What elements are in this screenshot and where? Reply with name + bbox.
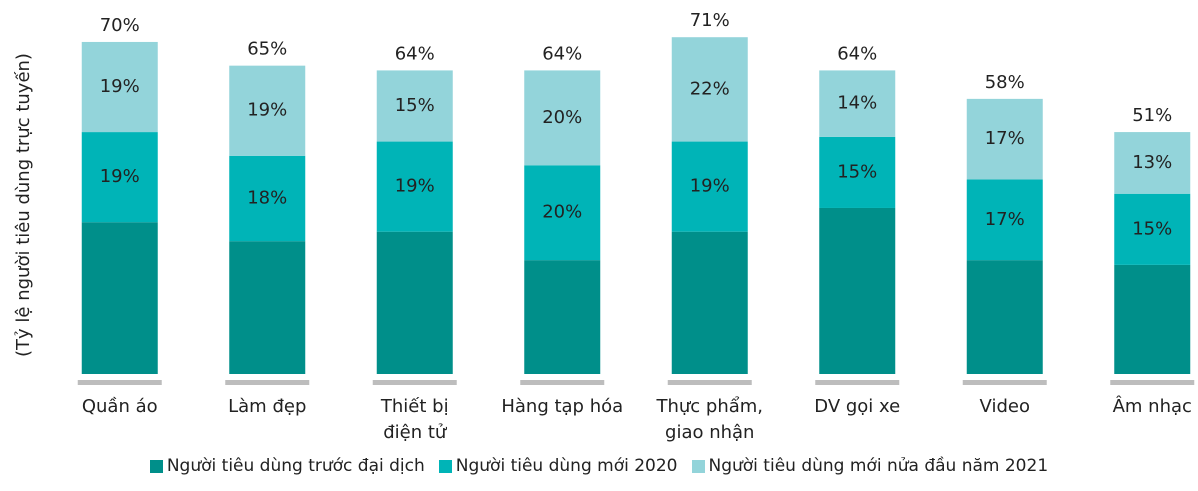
total-label: 71% <box>690 10 730 31</box>
segment-label: 19% <box>100 166 140 187</box>
x-tick-label: DV gọi xe <box>814 396 901 417</box>
total-label: 51% <box>1132 105 1172 126</box>
baseline-stub <box>77 380 162 385</box>
segment-label: 19% <box>100 76 140 97</box>
legend-swatch <box>438 459 452 473</box>
legend-swatch <box>149 459 163 473</box>
bar-segment <box>376 231 453 374</box>
segment-label: 19% <box>395 176 435 197</box>
bar-segment <box>819 136 896 208</box>
baseline-stub <box>667 380 752 385</box>
bar-segment <box>229 155 306 242</box>
baseline-stub <box>962 380 1047 385</box>
total-label: 64% <box>395 43 435 64</box>
bar-segment <box>819 70 896 137</box>
x-tick-label: Video <box>979 396 1030 417</box>
bar-segment <box>671 141 748 232</box>
segment-label: 13% <box>1132 152 1172 173</box>
legend-swatch <box>691 459 705 473</box>
total-label: 70% <box>100 15 140 36</box>
bar-segment <box>1114 193 1191 265</box>
baseline-stub <box>1110 380 1195 385</box>
baseline-stub <box>815 380 900 385</box>
bar-segment <box>524 165 601 261</box>
baseline-stub <box>520 380 605 385</box>
segment-label: 20% <box>542 202 582 223</box>
legend: Người tiêu dùng trước đại dịch Người tiêu… <box>0 456 1198 476</box>
total-label: 64% <box>837 43 877 64</box>
segment-label: 20% <box>542 107 582 128</box>
segment-label: 22% <box>690 78 730 99</box>
bar-segment <box>229 65 306 156</box>
segment-label: 18% <box>247 187 287 208</box>
bar-segment <box>966 179 1043 261</box>
segment-label: 19% <box>690 176 730 197</box>
x-tick-label: Thực phẩm, giao nhận <box>656 396 764 443</box>
bar-segment <box>376 141 453 232</box>
x-tick-label: Quần áo <box>81 396 158 417</box>
legend-item: Người tiêu dùng mới 2020 <box>438 456 678 476</box>
legend-label: Người tiêu dùng trước đại dịch <box>166 456 425 476</box>
x-tick-label: Thiết bị điện tử <box>380 396 449 443</box>
segment-label: 15% <box>395 95 435 116</box>
x-tick-label: Âm nhạc <box>1112 396 1192 417</box>
legend-item: Người tiêu dùng trước đại dịch <box>149 456 425 476</box>
total-label: 58% <box>985 72 1025 93</box>
bar-segment <box>1114 264 1191 374</box>
legend-label: Người tiêu dùng mới 2020 <box>455 456 678 476</box>
bar-segment <box>1114 132 1191 194</box>
bar-segment <box>524 70 601 166</box>
segment-label: 17% <box>985 128 1025 149</box>
x-tick-label: Hàng tạp hóa <box>501 396 624 417</box>
legend-item: Người tiêu dùng mới nửa đầu năm 2021 <box>691 456 1049 476</box>
segment-label: 19% <box>247 100 287 121</box>
bar-segment <box>671 37 748 142</box>
bar-segment <box>966 260 1043 374</box>
baseline-stub <box>372 380 457 385</box>
bar-segment <box>671 231 748 374</box>
segment-label: 17% <box>985 209 1025 230</box>
segment-label: 14% <box>837 93 877 114</box>
bar-segment <box>524 260 601 374</box>
bar-segment <box>819 207 896 374</box>
total-label: 64% <box>542 43 582 64</box>
y-axis-label: (Tỷ lệ người tiêu dùng trực tuyến) <box>13 53 34 357</box>
legend-label: Người tiêu dùng mới nửa đầu năm 2021 <box>708 456 1049 476</box>
bar-segment <box>376 70 453 142</box>
x-tick-label: Làm đẹp <box>228 396 307 417</box>
segment-label: 15% <box>1132 218 1172 239</box>
bar-segment <box>81 132 158 223</box>
segment-label: 15% <box>837 161 877 182</box>
total-label: 65% <box>247 39 287 60</box>
bar-segment <box>966 98 1043 180</box>
bar-segment <box>229 241 306 374</box>
bar-segment <box>81 41 158 133</box>
baseline-stub <box>225 380 310 385</box>
bar-segment <box>81 222 158 374</box>
